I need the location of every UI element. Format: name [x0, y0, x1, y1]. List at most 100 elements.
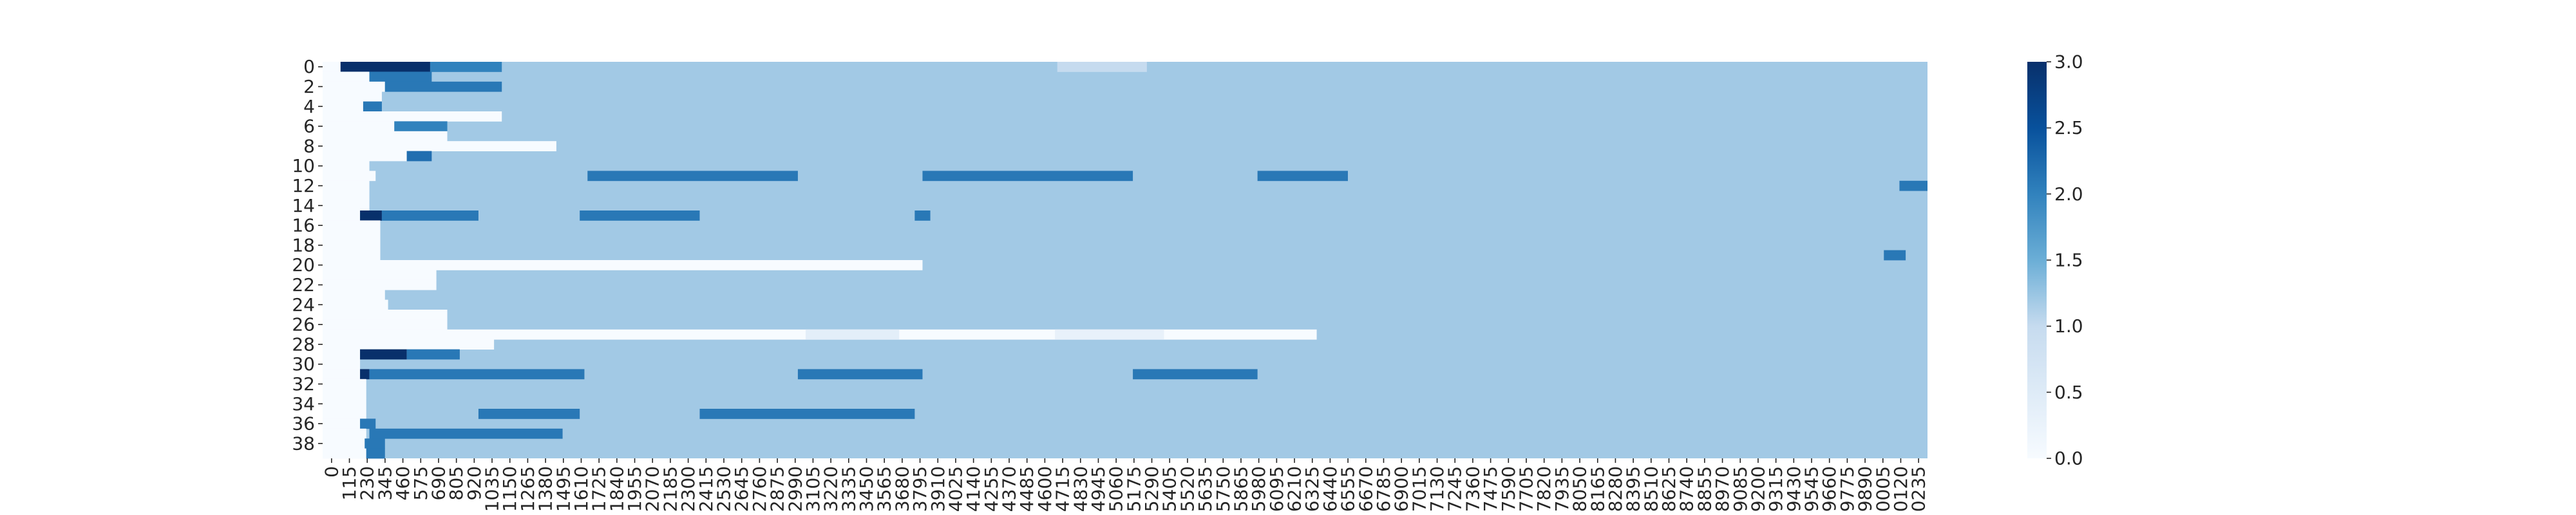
x-tick-label: 2645: [731, 466, 752, 512]
x-tick-label: 4945: [1088, 466, 1109, 512]
x-tick-label: 9430: [1783, 466, 1804, 512]
heatmap-cell: [323, 141, 556, 151]
y-tick-label: 24: [292, 294, 315, 315]
x-tick-label: 3565: [874, 466, 895, 512]
y-tick-label: 12: [292, 175, 315, 196]
heatmap-cell: [1257, 171, 1348, 182]
heatmap-cell: [323, 180, 370, 191]
x-tick-label: 8050: [1569, 466, 1591, 512]
y-tick-label: 8: [303, 135, 315, 156]
x-tick-label: 4485: [1016, 466, 1037, 512]
x-tick-label: 6670: [1355, 466, 1376, 512]
colorbar-gradient: [2027, 62, 2047, 458]
x-tick-label: 9890: [1855, 466, 1876, 512]
x-tick-label: 345: [374, 466, 395, 500]
x-tick-label: 1035: [482, 466, 503, 512]
heatmap-cell: [323, 310, 448, 320]
heatmap-cell: [363, 101, 382, 112]
heatmap-cell: [323, 121, 395, 132]
x-tick-label: 4830: [1070, 466, 1091, 512]
y-tick-label: 30: [292, 353, 315, 375]
x-tick-label: 8280: [1605, 466, 1626, 512]
heatmap-cell: [360, 418, 376, 429]
y-tick-label: 14: [292, 195, 315, 216]
x-tick-label: 5520: [1177, 466, 1198, 512]
x-tick-label: 2070: [642, 466, 663, 512]
x-tick-label: 0005: [1872, 466, 1893, 512]
x-tick-label: 2530: [714, 466, 735, 512]
x-tick-label: 7245: [1444, 466, 1466, 512]
heatmap-cell: [323, 379, 366, 389]
heatmap-cell: [323, 319, 448, 330]
y-tick-label: 6: [303, 116, 315, 137]
heatmap-cell: [323, 71, 370, 82]
x-tick-label: 3220: [820, 466, 842, 512]
heatmap-cell: [323, 171, 376, 182]
heatmap-cells: [323, 62, 1927, 459]
x-tick-label: 1610: [571, 466, 592, 512]
heatmap-cell: [323, 260, 923, 270]
x-tick-label: 8855: [1694, 466, 1715, 512]
heatmap-cell: [323, 81, 385, 92]
heatmap-cell: [323, 211, 361, 221]
heatmap-cell: [806, 329, 900, 340]
heatmap-cell: [323, 428, 366, 439]
x-tick-label: 8970: [1712, 466, 1733, 512]
y-tick-label: 4: [303, 96, 315, 117]
y-tick-label: 16: [292, 215, 315, 236]
heatmap-cell: [1055, 329, 1164, 340]
x-tick-label: 7475: [1480, 466, 1501, 512]
x-tick-label: 5635: [1195, 466, 1216, 512]
heatmap-cell: [323, 438, 365, 449]
x-tick-label: 7820: [1533, 466, 1555, 512]
heatmap-cell: [430, 62, 502, 72]
colorbar-tick-label: 2.5: [2054, 117, 2083, 138]
heatmap-cell: [323, 111, 502, 122]
x-tick-label: 6325: [1302, 466, 1323, 512]
x-tick-label: 6095: [1266, 466, 1287, 512]
heatmap-cell: [323, 131, 448, 142]
heatmap-cell: [369, 71, 432, 82]
colorbar-tick-label: 1.5: [2054, 250, 2083, 271]
heatmap-cell: [360, 369, 370, 380]
colorbar-tick-label: 0.5: [2054, 382, 2083, 403]
x-tick-label: 0120: [1890, 466, 1911, 512]
heatmap-cell: [381, 211, 478, 221]
heatmap-cell: [914, 211, 931, 221]
y-tick-label: 10: [292, 155, 315, 176]
heatmap-cell: [587, 171, 798, 182]
x-tick-label: 5060: [1106, 466, 1127, 512]
heatmap-cell: [323, 101, 370, 112]
x-tick-label: 3335: [838, 466, 859, 512]
heatmap-cell: [323, 418, 361, 429]
heatmap-cell: [384, 81, 502, 92]
colorbar-tick-label: 2.0: [2054, 183, 2083, 205]
heatmap-cell: [323, 161, 370, 171]
heatmap-cell: [369, 369, 585, 380]
heatmap-cell: [323, 299, 388, 310]
colorbar: [2027, 62, 2047, 458]
heatmap-cell: [323, 270, 437, 281]
heatmap-cell: [406, 349, 460, 360]
x-tick-label: 3680: [891, 466, 913, 512]
heatmap-cell: [369, 428, 563, 439]
x-tick-label: 1495: [553, 466, 574, 512]
x-tick-label: 1265: [517, 466, 538, 512]
x-tick-label: 7015: [1408, 466, 1430, 512]
x-tick-label: 6900: [1391, 466, 1412, 512]
x-tick-label: 8395: [1623, 466, 1644, 512]
x-tick-label: 690: [428, 466, 449, 500]
x-tick-label: 7360: [1462, 466, 1483, 512]
heatmap-cell: [323, 220, 381, 231]
colorbar-ticks: 0.0 0.5 1.0 1.5 2.0 2.5 3.0: [2047, 52, 2083, 469]
x-tick-label: 5980: [1248, 466, 1269, 512]
heatmap-cell: [323, 250, 381, 261]
x-tick-label: 3105: [802, 466, 824, 512]
x-tick-label: 115: [339, 466, 360, 500]
x-tick-label: 7130: [1426, 466, 1448, 512]
colorbar-tick-label: 1.0: [2054, 315, 2083, 337]
heatmap-cell: [323, 230, 381, 241]
heatmap-cell: [406, 151, 432, 162]
x-tick-label: 9085: [1730, 466, 1751, 512]
